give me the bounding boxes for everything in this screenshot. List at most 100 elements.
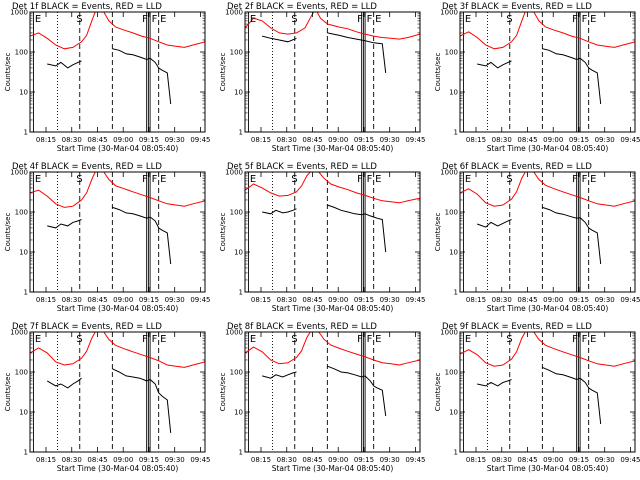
y-tick-label: 10 <box>19 409 28 417</box>
x-tick-label: 09:15 <box>139 296 159 304</box>
plot-frame <box>29 171 206 293</box>
y-tick-label: 1 <box>239 449 243 457</box>
events-series-line <box>327 32 387 73</box>
x-tick-label: 09:00 <box>543 296 563 304</box>
lld-series-line <box>245 332 420 366</box>
x-tick-label: 09:30 <box>165 136 185 144</box>
x-axis-label: Start Time (30-Mar-04 08:05:40) <box>57 144 179 153</box>
event-marker-label: F <box>367 174 373 185</box>
lld-series-line <box>30 172 205 208</box>
events-series-line <box>112 48 172 105</box>
lld-series-line <box>460 332 635 367</box>
chart-title: Det 9f BLACK = Events, RED = LLD <box>442 322 592 332</box>
x-tick-label: 08:30 <box>277 296 297 304</box>
x-tick-label: 09:15 <box>354 456 374 464</box>
event-marker-label: E <box>590 14 596 25</box>
x-tick-label: 08:45 <box>517 456 537 464</box>
chart-title: Det 1f BLACK = Events, RED = LLD <box>12 2 162 12</box>
event-marker-label: E <box>375 174 381 185</box>
x-tick-label: 09:00 <box>543 456 563 464</box>
x-tick-label: 09:45 <box>405 456 425 464</box>
x-tick-label: 09:15 <box>139 136 159 144</box>
plot-frame <box>459 171 636 293</box>
x-tick-label: 08:30 <box>62 136 82 144</box>
x-tick-label: 08:45 <box>302 136 322 144</box>
y-axis-label: Counts/sec <box>434 373 442 412</box>
events-series-line <box>477 379 512 387</box>
x-tick-label: 08:15 <box>466 136 486 144</box>
chart-panel: Det 4f BLACK = Events, RED = LLD 1 10 100 10… <box>4 162 211 313</box>
y-tick-label: 100 <box>15 49 28 57</box>
x-tick-label: 08:30 <box>492 456 512 464</box>
y-tick-label: 1000 <box>440 9 458 17</box>
x-tick-label: 09:30 <box>595 136 615 144</box>
x-tick-label: 08:45 <box>517 296 537 304</box>
events-series-line <box>477 219 512 228</box>
x-tick-label: 08:45 <box>517 136 537 144</box>
y-tick-label: 1000 <box>440 329 458 337</box>
event-marker-label: E <box>465 334 471 345</box>
event-marker-label: F <box>142 14 148 25</box>
x-tick-label: 08:45 <box>87 456 107 464</box>
events-series-line <box>47 60 82 69</box>
event-marker-label: F <box>572 14 578 25</box>
y-tick-label: 10 <box>449 89 458 97</box>
event-marker-label: F <box>142 174 148 185</box>
event-marker-label: F <box>582 334 588 345</box>
event-marker-label: F <box>357 334 363 345</box>
chart-title: Det 2f BLACK = Events, RED = LLD <box>227 2 377 12</box>
events-series-line <box>327 204 387 253</box>
x-axis-label: Start Time (30-Mar-04 08:05:40) <box>57 304 179 313</box>
x-axis-label: Start Time (30-Mar-04 08:05:40) <box>272 144 394 153</box>
x-tick-label: 09:15 <box>354 296 374 304</box>
x-tick-label: 08:15 <box>36 456 56 464</box>
event-marker-label: E <box>35 334 41 345</box>
y-tick-label: 100 <box>15 209 28 217</box>
chart-panel: Det 3f BLACK = Events, RED = LLD 1 10 100 10… <box>434 2 640 153</box>
x-tick-label: 09:15 <box>354 136 374 144</box>
event-marker-label: E <box>590 334 596 345</box>
event-marker-label: E <box>35 14 41 25</box>
event-marker-label: E <box>250 174 256 185</box>
x-tick-label: 09:45 <box>620 296 640 304</box>
y-tick-label: 1 <box>454 129 458 137</box>
x-tick-label: 09:45 <box>405 136 425 144</box>
event-marker-label: E <box>35 174 41 185</box>
event-marker-label: E <box>375 334 381 345</box>
plot-frame <box>459 11 636 133</box>
x-tick-label: 09:00 <box>543 136 563 144</box>
x-tick-label: 09:15 <box>569 136 589 144</box>
y-tick-label: 10 <box>449 409 458 417</box>
x-axis-label: Start Time (30-Mar-04 08:05:40) <box>57 464 179 473</box>
y-tick-label: 100 <box>230 209 243 217</box>
events-series-line <box>542 206 602 265</box>
event-marker-label: F <box>357 14 363 25</box>
event-marker-label: F <box>582 14 588 25</box>
events-series-line <box>112 206 172 265</box>
x-tick-label: 08:45 <box>302 296 322 304</box>
x-tick-label: 08:30 <box>277 456 297 464</box>
y-axis-label: Counts/sec <box>4 373 12 412</box>
event-marker-label: E <box>160 174 166 185</box>
chart-panel: Det 2f BLACK = Events, RED = LLD 1 10 100 10… <box>219 2 426 153</box>
event-marker-label: S <box>76 334 82 345</box>
plot-frame <box>244 171 421 293</box>
events-series-line <box>46 377 82 389</box>
chart-panel: Det 1f BLACK = Events, RED = LLD 1 10 100 10… <box>4 2 211 153</box>
lld-series-line <box>460 12 635 50</box>
y-tick-label: 100 <box>445 209 458 217</box>
x-tick-label: 09:45 <box>620 136 640 144</box>
x-tick-label: 08:45 <box>87 296 107 304</box>
x-tick-label: 09:30 <box>380 136 400 144</box>
y-tick-label: 1000 <box>10 9 28 17</box>
y-tick-label: 100 <box>445 49 458 57</box>
plot-frame <box>244 11 421 133</box>
events-series-line <box>112 368 172 433</box>
y-tick-label: 1000 <box>10 169 28 177</box>
y-tick-label: 1 <box>24 449 28 457</box>
event-marker-label: S <box>506 334 512 345</box>
x-tick-label: 09:00 <box>113 296 133 304</box>
event-marker-label: E <box>590 174 596 185</box>
x-tick-label: 08:45 <box>302 456 322 464</box>
x-tick-label: 09:30 <box>165 456 185 464</box>
